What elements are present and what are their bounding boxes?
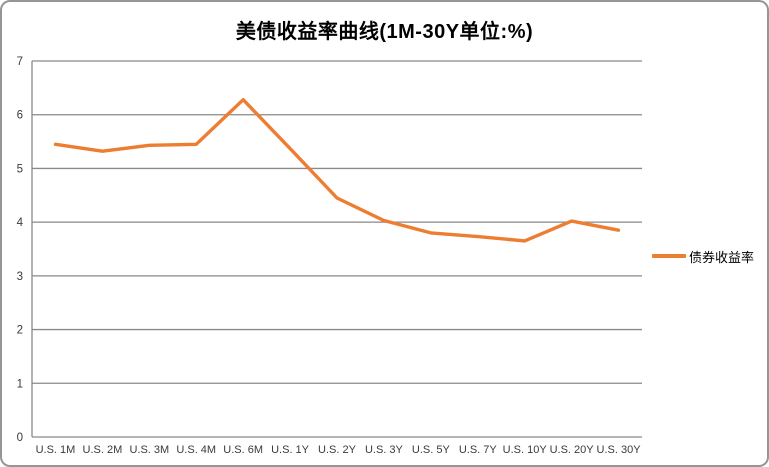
x-tick-label: U.S. 10Y [503,444,548,456]
y-tick-label: 4 [17,217,24,229]
y-tick-label: 0 [17,432,23,444]
legend-label: 债券收益率 [689,249,755,265]
x-tick-label: U.S. 5Y [412,444,451,456]
x-tick-label: U.S. 1Y [271,444,310,456]
legend: 债券收益率 [652,247,754,265]
x-tick-label: U.S. 30Y [597,444,642,456]
y-tick-label: 5 [17,163,23,175]
series-line-债券收益率 [53,97,621,243]
legend-line-swatch [652,254,686,258]
x-tick-label: U.S. 1M [36,444,76,456]
y-tick-label: 3 [17,271,23,283]
y-tick-label: 7 [17,56,23,68]
x-tick-label: U.S. 4M [176,444,216,456]
x-tick-label: U.S. 20Y [550,444,595,456]
x-tick-label: U.S. 6M [223,444,263,456]
y-tick-label: 2 [17,325,23,337]
x-tick-label: U.S. 2Y [318,444,357,456]
x-tick-label: U.S. 3M [129,444,169,456]
chart-title: 美债收益率曲线(1M-30Y单位:%) [235,21,534,43]
x-tick-label: U.S. 3Y [365,444,404,456]
y-tick-label: 1 [17,378,23,390]
x-tick-label: U.S. 7Y [459,444,498,456]
x-tick-label: U.S. 2M [83,444,123,456]
y-tick-label: 6 [17,110,23,122]
